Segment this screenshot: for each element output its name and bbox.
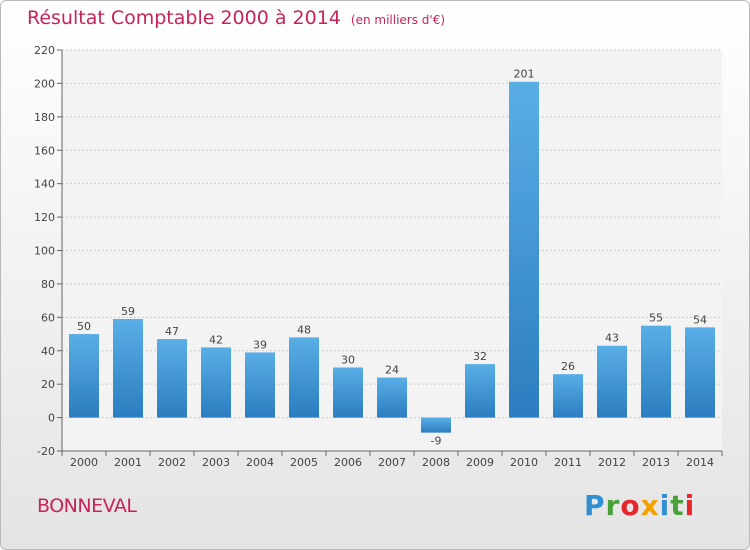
bar-2009: [465, 364, 495, 418]
bar-2010: [509, 81, 539, 418]
bar-2003: [201, 347, 231, 418]
y-tick-label: 160: [34, 144, 55, 157]
x-tick-label-2013: 2013: [642, 456, 670, 469]
y-tick-label: 200: [34, 77, 55, 90]
y-tick-label: 80: [41, 278, 55, 291]
bar-2008: [421, 417, 451, 433]
x-tick-label-2010: 2010: [510, 456, 538, 469]
bar-2004: [245, 352, 275, 418]
bar-2002: [157, 339, 187, 418]
data-label-2011: 26: [561, 360, 575, 373]
logo-letter: i: [659, 489, 671, 522]
bar-2013: [641, 325, 671, 418]
x-tick-labels: 2000 2001 2002 2003 2004 2005 2006 2007 2008 2009…: [61, 451, 723, 469]
bar-2001: [113, 319, 143, 418]
x-tick-label-2012: 2012: [598, 456, 626, 469]
data-label-2005: 48: [297, 323, 311, 336]
bar-2000: [69, 334, 99, 418]
x-tick-label-2001: 2001: [114, 456, 142, 469]
chart-title: Résultat Comptable 2000 à 2014: [27, 7, 341, 29]
y-tick-label: 20: [41, 378, 55, 391]
x-tick-label-2004: 2004: [246, 456, 274, 469]
proxiti-logo: Proxiti: [584, 489, 695, 522]
y-tick-label: 40: [41, 345, 55, 358]
bars: [69, 81, 715, 433]
y-tick-label: 100: [34, 245, 55, 258]
data-label-2006: 30: [341, 353, 355, 366]
x-tick-label-2002: 2002: [158, 456, 186, 469]
bar-2011: [553, 374, 583, 418]
y-tick-label: 140: [34, 178, 55, 191]
chart-subtitle: (en milliers d'€): [350, 13, 446, 27]
x-tick-label-2009: 2009: [466, 456, 494, 469]
bar-2005: [289, 337, 319, 418]
data-label-2002: 47: [165, 325, 179, 338]
x-tick-label-2011: 2011: [554, 456, 582, 469]
data-label-2010: 201: [514, 68, 535, 81]
y-tick-label: 120: [34, 211, 55, 224]
logo-letter: x: [640, 489, 660, 522]
x-tick-label-2014: 2014: [686, 456, 714, 469]
logo-letter: o: [620, 489, 641, 522]
x-tick-label-2007: 2007: [378, 456, 406, 469]
bar-2006: [333, 367, 363, 418]
x-tick-label-2006: 2006: [334, 456, 362, 469]
data-label-2001: 59: [121, 305, 135, 318]
data-label-2008: -9: [431, 435, 442, 448]
y-tick-label: 180: [34, 111, 55, 124]
logo-letter: t: [670, 489, 685, 522]
data-label-2013: 55: [649, 312, 663, 325]
logo-letter: P: [584, 489, 606, 522]
y-tick-label: 60: [41, 311, 55, 324]
bar-2014: [685, 327, 715, 418]
data-label-2012: 43: [605, 332, 619, 345]
logo-letter: i: [684, 489, 696, 522]
x-tick-label-2005: 2005: [290, 456, 318, 469]
bar-2007: [377, 377, 407, 418]
data-label-2000: 50: [77, 320, 91, 333]
y-tick-label: -20: [37, 445, 55, 458]
data-labels: 50 59 47 42 39 48 30 24 -9 32 201 26 43 55 54: [77, 68, 707, 448]
commune-name: BONNEVAL: [37, 495, 137, 517]
data-label-2003: 42: [209, 333, 223, 346]
data-label-2004: 39: [253, 338, 267, 351]
title-row: Résultat Comptable 2000 à 2014 (en millie…: [27, 7, 445, 29]
data-label-2007: 24: [385, 363, 399, 376]
x-tick-label-2003: 2003: [202, 456, 230, 469]
y-tick-label: 0: [48, 412, 55, 425]
data-label-2014: 54: [693, 313, 707, 326]
data-label-2009: 32: [473, 350, 487, 363]
x-tick-label-2000: 2000: [70, 456, 98, 469]
bar-2012: [597, 345, 627, 418]
x-tick-label-2008: 2008: [422, 456, 450, 469]
logo-letter: r: [605, 489, 621, 522]
y-tick-label: 220: [34, 44, 55, 57]
y-tick-labels: -20 0 20 40 60 80 100 120 140 160 180 200 220: [34, 44, 55, 458]
